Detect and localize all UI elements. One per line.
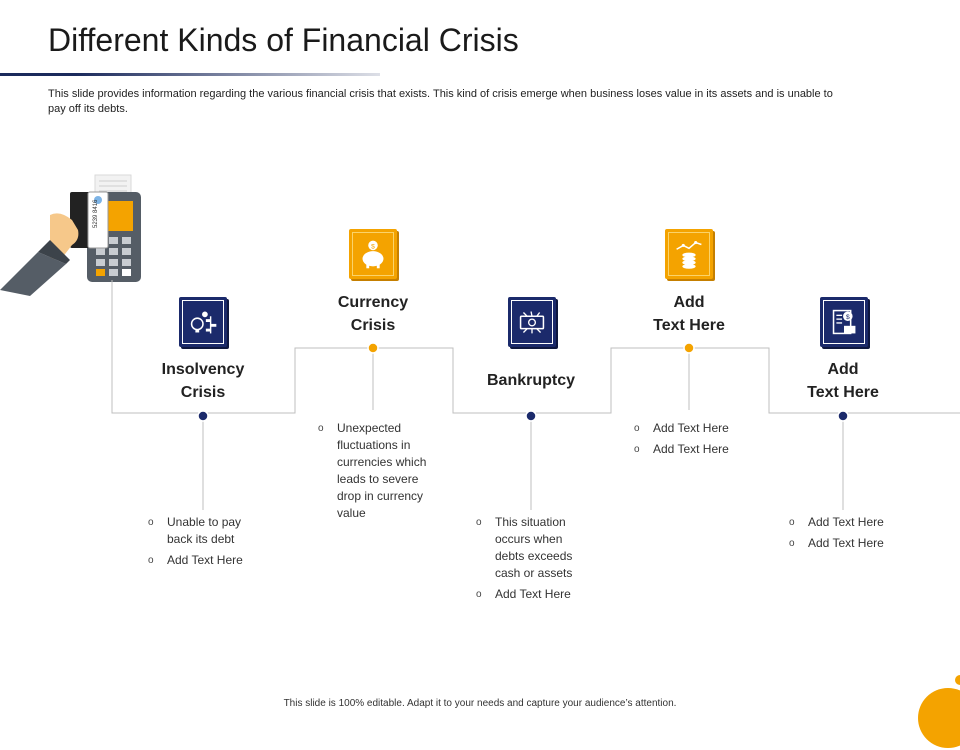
- svg-text:$: $: [846, 314, 850, 321]
- timeline-dot: [683, 342, 695, 354]
- list-item: Add Text Here: [476, 586, 586, 603]
- cash-bill-icon: [508, 297, 556, 347]
- list-item: Add Text Here: [148, 552, 268, 569]
- piggy-bank-icon: $: [349, 229, 397, 279]
- step-heading: Bankruptcy: [486, 372, 576, 389]
- step-heading: Add Text Here: [807, 361, 879, 401]
- list-item: Add Text Here: [789, 535, 909, 552]
- step-bullet-list: Add Text Here Add Text Here: [634, 420, 754, 462]
- title-underline: [0, 73, 380, 76]
- list-item: Add Text Here: [789, 514, 909, 531]
- svg-text:$: $: [371, 243, 375, 250]
- step-heading: Currency Crisis: [337, 294, 409, 334]
- idea-chart-icon: [179, 297, 227, 347]
- page-title: Different Kinds of Financial Crisis: [48, 22, 519, 58]
- list-item: Add Text Here: [634, 441, 754, 458]
- step-bullet-list: Add Text Here Add Text Here: [789, 514, 909, 556]
- pos-terminal-illustration: 5239 8416: [0, 174, 141, 296]
- step-bullet-list: Unexpected fluctuations in currencies wh…: [318, 420, 430, 526]
- list-item: This situation occurs when debts exceeds…: [476, 514, 586, 582]
- timeline-dot: [525, 410, 537, 422]
- list-item: Add Text Here: [634, 420, 754, 437]
- card-number: 5239 8416: [93, 199, 99, 228]
- step-heading: Insolvency Crisis: [161, 361, 245, 401]
- list-item: Unexpected fluctuations in currencies wh…: [318, 420, 430, 522]
- timeline-dot: [367, 342, 379, 354]
- financial-report-icon: $: [820, 297, 868, 347]
- list-item: Unable to pay back its debt: [148, 514, 268, 548]
- footer-note: This slide is 100% editable. Adapt it to…: [283, 698, 677, 709]
- coins-growth-icon: [665, 229, 713, 279]
- timeline-dot: [197, 410, 209, 422]
- timeline-dot: [837, 410, 849, 422]
- slide-description: This slide provides information regardin…: [48, 88, 833, 115]
- step-bullet-list: Unable to pay back its debt Add Text Her…: [148, 514, 268, 573]
- step-heading: Add Text Here: [653, 294, 725, 334]
- timeline-connector: [111, 280, 960, 510]
- step-bullet-list: This situation occurs when debts exceeds…: [476, 514, 586, 607]
